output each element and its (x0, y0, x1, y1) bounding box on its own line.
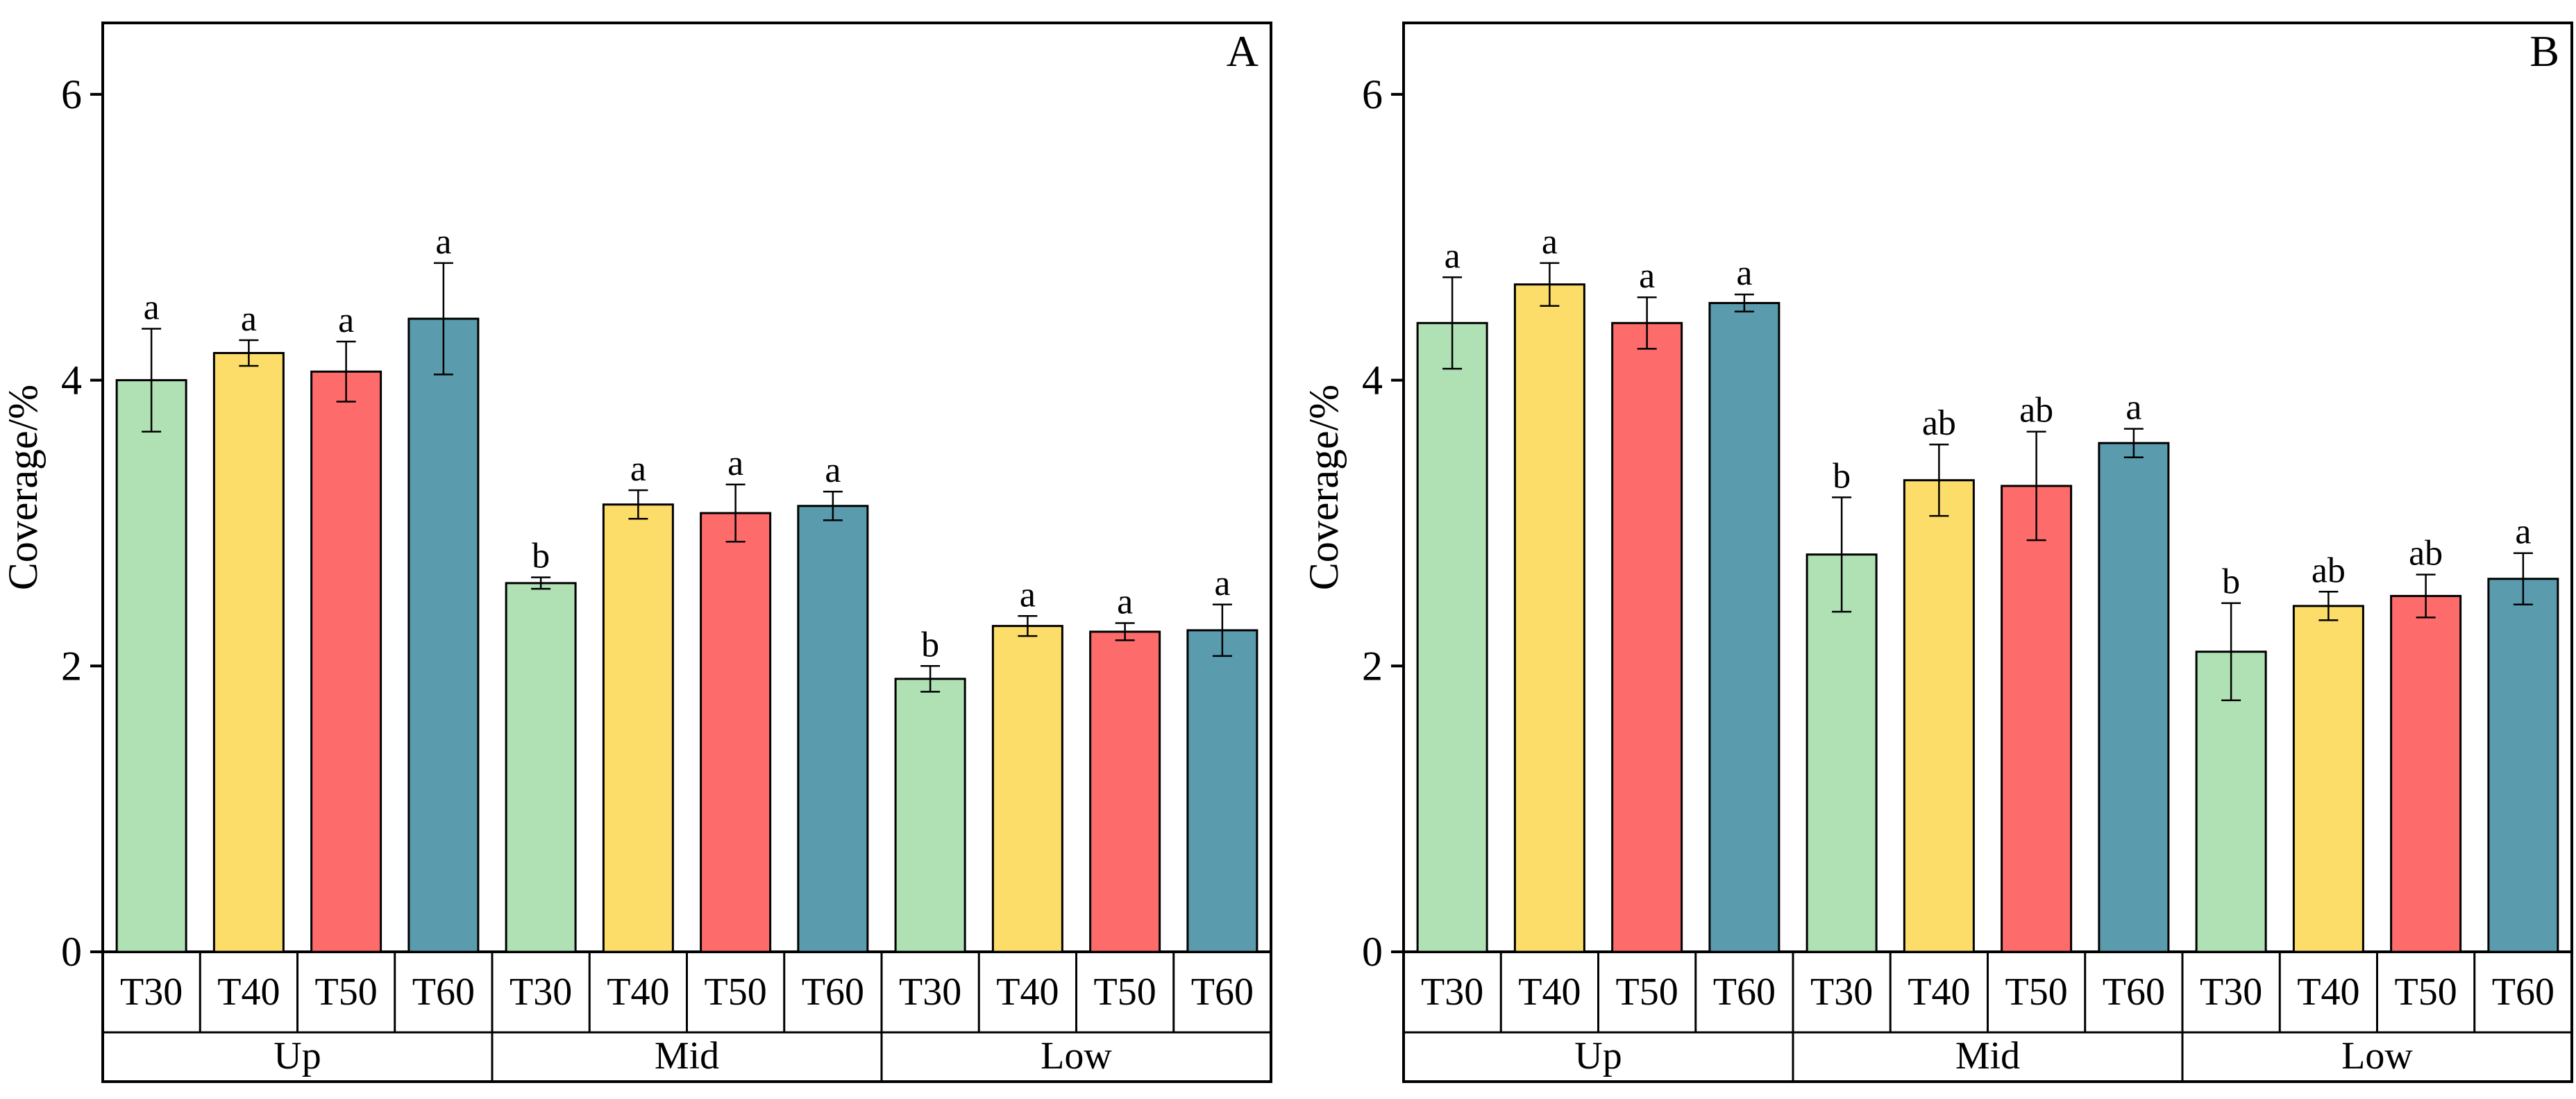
bar-mid-t40 (602, 503, 674, 953)
group-label: Up (273, 1034, 321, 1077)
bar-mid-t30 (505, 582, 577, 953)
significance-letter: b (532, 537, 550, 576)
bar-mid-t60 (2098, 442, 2170, 953)
bar-low-t30 (894, 678, 966, 953)
bar-low-t50 (1089, 630, 1161, 953)
significance-letter: ab (2409, 534, 2443, 573)
bar-mid-t60 (797, 505, 869, 953)
category-label: T30 (1421, 971, 1483, 1014)
category-label: T30 (1810, 971, 1873, 1014)
significance-letter: b (921, 625, 939, 664)
bar-low-t50 (2390, 594, 2462, 953)
y-tick-label: 6 (61, 72, 82, 117)
category-label: T30 (120, 971, 183, 1014)
category-label: T60 (2103, 971, 2165, 1014)
group-label: Mid (655, 1034, 719, 1077)
category-label: T50 (2395, 971, 2457, 1014)
category-label: T60 (802, 971, 864, 1014)
significance-letter: a (2515, 512, 2531, 552)
category-label: T50 (2005, 971, 2068, 1014)
significance-letter: a (2125, 388, 2141, 428)
bar-mid-t50 (700, 512, 772, 953)
category-label: T40 (1908, 971, 1970, 1014)
significance-letter: a (1117, 582, 1133, 622)
y-tick-label: 0 (61, 929, 82, 975)
significance-letter: ab (1922, 403, 1956, 443)
significance-letter: a (1639, 256, 1655, 296)
y-tick-label: 4 (61, 358, 82, 403)
y-tick-label: 6 (1362, 72, 1383, 117)
bar-low-t40 (2292, 605, 2364, 953)
bar-up-t40 (1513, 283, 1585, 953)
significance-letter: a (1020, 575, 1036, 614)
y-tick-label: 4 (1362, 358, 1383, 403)
bar-up-t30 (1416, 321, 1488, 953)
panel-label: A (1227, 26, 1258, 76)
category-label: T60 (2492, 971, 2554, 1014)
significance-letter: a (144, 288, 160, 328)
category-label: T50 (705, 971, 767, 1014)
category-label: T30 (510, 971, 572, 1014)
significance-letter: a (630, 449, 646, 489)
category-label: T30 (899, 971, 961, 1014)
category-label: T40 (217, 971, 280, 1014)
significance-letter: a (727, 444, 743, 483)
significance-letter: a (825, 451, 841, 490)
significance-letter: a (1445, 236, 1460, 276)
category-label: T60 (412, 971, 475, 1014)
bar-mid-t50 (2001, 485, 2073, 953)
bar-up-t50 (1611, 321, 1683, 953)
group-label: Low (1041, 1034, 1112, 1077)
category-label: T60 (1713, 971, 1776, 1014)
bar-up-t30 (115, 379, 187, 953)
bar-low-t60 (1186, 629, 1258, 953)
y-tick-label: 2 (1362, 643, 1383, 689)
group-label: Mid (1955, 1034, 2020, 1077)
category-label: T60 (1191, 971, 1254, 1014)
category-label: T40 (1518, 971, 1581, 1014)
significance-letter: b (1833, 456, 1851, 496)
group-label: Up (1574, 1034, 1622, 1077)
significance-letter: a (1542, 222, 1558, 262)
chart-panel-b: 0 2 4 6 Coverage/% B Up a T30 a T40 a T50 a T60 Mid b T30… (1301, 22, 2573, 1083)
category-label: T50 (1094, 971, 1156, 1014)
y-tick-label: 2 (61, 643, 82, 689)
bar-up-t40 (212, 352, 285, 953)
bar-up-t50 (310, 370, 382, 953)
significance-letter: a (435, 222, 451, 262)
category-label: T40 (607, 971, 669, 1014)
bar-low-t40 (991, 625, 1063, 953)
bar-up-t60 (407, 317, 480, 953)
significance-letter: a (338, 301, 354, 340)
significance-letter: a (1736, 253, 1752, 293)
y-tick-label: 0 (1362, 929, 1383, 975)
category-label: T40 (996, 971, 1059, 1014)
y-axis-label: Coverage/% (0, 385, 46, 591)
significance-letter: a (1214, 564, 1230, 603)
significance-letter: ab (2312, 551, 2346, 590)
bar-mid-t30 (1805, 553, 1878, 953)
significance-letter: ab (2019, 391, 2053, 430)
bar-up-t60 (1708, 301, 1781, 953)
category-label: T40 (2297, 971, 2359, 1014)
category-label: T50 (1616, 971, 1678, 1014)
bar-mid-t40 (1903, 479, 1975, 953)
significance-letter: b (2222, 562, 2240, 602)
significance-letter: a (241, 299, 257, 339)
bar-low-t60 (2487, 578, 2559, 953)
category-label: T30 (2200, 971, 2262, 1014)
chart-panel-a: 0 2 4 6 Coverage/% A Up a T30 a T40 a T50 a T60 Mid b T30… (0, 22, 1272, 1083)
y-axis-label: Coverage/% (1301, 385, 1347, 591)
panel-label: B (2529, 26, 2559, 76)
category-label: T50 (315, 971, 378, 1014)
group-label: Low (2341, 1034, 2413, 1077)
